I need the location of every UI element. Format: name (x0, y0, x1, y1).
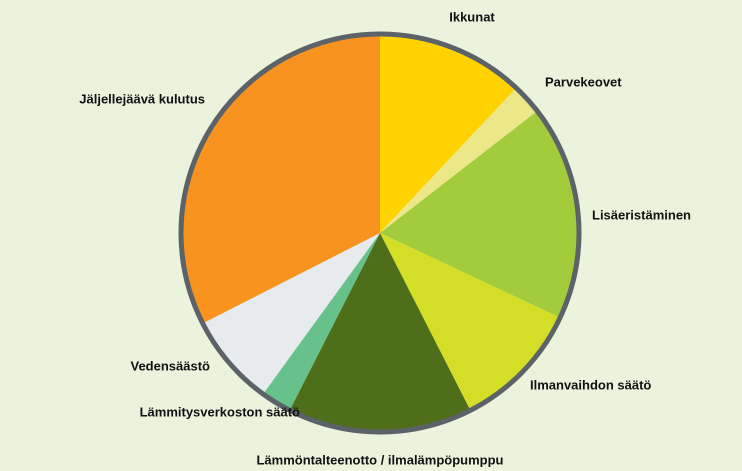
slice-label: Parvekeovet (545, 74, 622, 89)
slice-label: Jäljellejäävä kulutus (79, 91, 205, 106)
pie-slice (380, 111, 579, 318)
pie-slice (263, 233, 380, 411)
pie-slice (289, 233, 471, 432)
pie-border (178, 31, 582, 435)
pie-slice (380, 233, 561, 411)
slice-label: Lämmöntalteenotto / ilmalämpöpumppu (256, 452, 503, 467)
pie-slice (202, 233, 380, 394)
slice-label: Lisäeristäminen (592, 207, 691, 222)
slice-label: Lämmitysverkoston säätö (140, 404, 300, 419)
pie-slice (380, 87, 538, 233)
slice-label: Ikkunat (449, 9, 495, 24)
slice-label: Vedensäästö (131, 358, 211, 373)
pie-slice (380, 34, 517, 233)
pie-slice (181, 34, 380, 324)
slice-label: Ilmanvaihdon säätö (530, 377, 651, 392)
